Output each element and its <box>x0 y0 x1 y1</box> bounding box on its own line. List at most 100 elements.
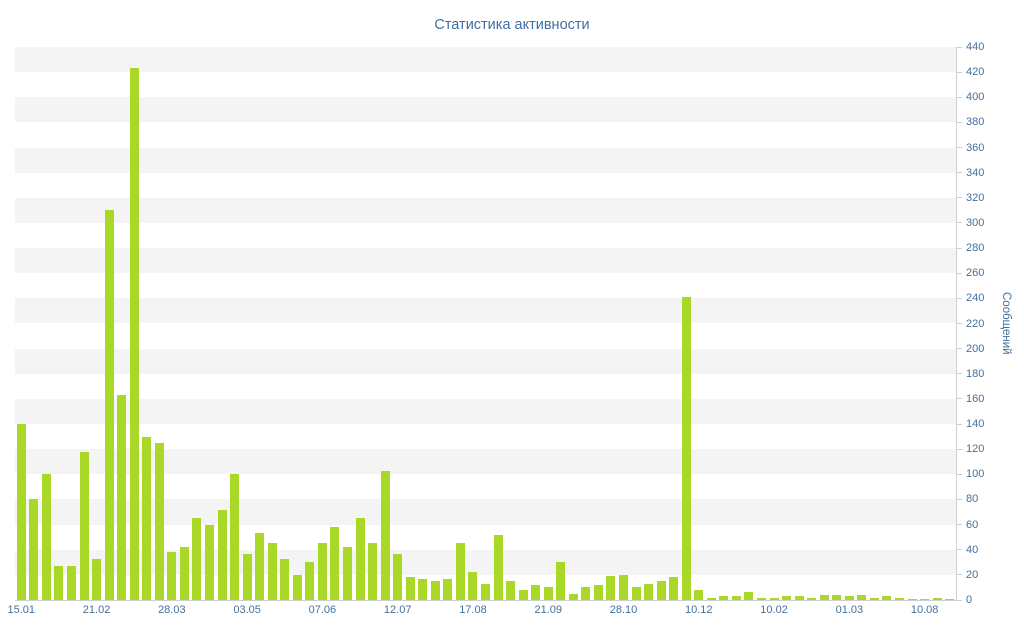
bar[interactable] <box>255 533 265 600</box>
plot-area <box>15 47 957 601</box>
bar[interactable] <box>330 527 340 600</box>
bar[interactable] <box>531 584 541 600</box>
bar[interactable] <box>104 210 114 600</box>
bar[interactable] <box>79 451 89 600</box>
bar[interactable] <box>556 562 566 600</box>
bar[interactable] <box>129 68 139 600</box>
bar[interactable] <box>393 553 403 600</box>
bar[interactable] <box>117 395 127 600</box>
bar[interactable] <box>606 576 616 600</box>
y-tick-label: 80 <box>966 493 979 506</box>
bar[interactable] <box>342 547 352 600</box>
bar[interactable] <box>581 587 591 600</box>
bar[interactable] <box>819 594 829 600</box>
bar[interactable] <box>292 574 302 600</box>
bar[interactable] <box>230 474 240 600</box>
grid-band <box>15 524 956 550</box>
bar[interactable] <box>857 594 867 600</box>
bar[interactable] <box>493 534 503 600</box>
bar[interactable] <box>694 589 704 600</box>
bar[interactable] <box>681 297 691 600</box>
bar[interactable] <box>719 596 729 600</box>
bar[interactable] <box>242 553 252 600</box>
bar[interactable] <box>167 552 177 600</box>
y-tick-label: 280 <box>966 242 985 255</box>
y-tick-label: 160 <box>966 392 985 405</box>
x-tick-label: 10.12 <box>685 604 713 616</box>
bar[interactable] <box>92 558 102 600</box>
grid-band <box>15 197 956 223</box>
bar[interactable] <box>217 509 227 600</box>
y-tick-mark <box>957 549 962 551</box>
y-tick-mark <box>957 348 962 350</box>
grid-band <box>15 72 956 98</box>
bar[interactable] <box>518 589 528 600</box>
bar[interactable] <box>568 593 578 600</box>
bar[interactable] <box>907 598 917 600</box>
grid-band <box>15 147 956 173</box>
bar[interactable] <box>706 597 716 600</box>
bar[interactable] <box>41 474 51 600</box>
y-tick-mark <box>957 297 962 299</box>
bar[interactable] <box>832 594 842 600</box>
bar[interactable] <box>807 597 817 600</box>
y-tick: 280 <box>957 242 984 254</box>
bar[interactable] <box>593 584 603 600</box>
bar[interactable] <box>757 597 767 600</box>
bar[interactable] <box>418 578 428 600</box>
bar[interactable] <box>782 596 792 600</box>
bar[interactable] <box>380 470 390 600</box>
bar[interactable] <box>355 518 365 600</box>
bar[interactable] <box>945 598 955 600</box>
bar[interactable] <box>455 543 465 600</box>
y-tick-mark <box>957 172 962 174</box>
bar[interactable] <box>644 583 654 600</box>
bar[interactable] <box>481 583 490 600</box>
y-tick: 100 <box>957 468 984 480</box>
bar[interactable] <box>869 597 879 600</box>
bar[interactable] <box>631 587 641 600</box>
bar[interactable] <box>744 592 754 600</box>
bar[interactable] <box>619 574 628 600</box>
y-tick-label: 380 <box>966 116 985 129</box>
bar[interactable] <box>543 587 553 600</box>
y-tick-mark <box>957 599 962 601</box>
y-tick: 200 <box>957 343 984 355</box>
bar[interactable] <box>154 442 164 600</box>
y-tick-mark <box>957 272 962 274</box>
bar[interactable] <box>66 566 76 600</box>
bar[interactable] <box>731 596 741 600</box>
bar[interactable] <box>204 524 214 600</box>
bar[interactable] <box>16 424 26 600</box>
y-tick-mark <box>957 147 962 149</box>
bar[interactable] <box>267 543 277 600</box>
y-tick-label: 360 <box>966 141 985 154</box>
bar[interactable] <box>368 543 378 600</box>
bar[interactable] <box>54 566 64 600</box>
grid-band <box>15 348 956 374</box>
y-tick: 0 <box>957 594 972 606</box>
bar[interactable] <box>656 581 666 600</box>
bar[interactable] <box>305 562 315 600</box>
bar[interactable] <box>430 581 440 600</box>
bar[interactable] <box>769 597 779 600</box>
bar[interactable] <box>468 572 478 600</box>
bar[interactable] <box>179 547 189 600</box>
bar[interactable] <box>405 577 415 600</box>
bar[interactable] <box>506 581 516 600</box>
bar[interactable] <box>669 577 679 600</box>
bar[interactable] <box>192 518 202 600</box>
bar[interactable] <box>142 436 152 600</box>
bar[interactable] <box>317 543 327 600</box>
bar[interactable] <box>844 596 854 600</box>
bar[interactable] <box>280 558 290 600</box>
y-tick-mark <box>957 197 962 199</box>
bar[interactable] <box>29 499 39 600</box>
bar[interactable] <box>794 596 804 600</box>
bar[interactable] <box>882 596 892 600</box>
bar[interactable] <box>920 598 930 600</box>
bar[interactable] <box>895 597 905 600</box>
x-tick-label: 15.01 <box>7 604 36 616</box>
bar[interactable] <box>932 597 942 600</box>
bar[interactable] <box>443 578 453 600</box>
